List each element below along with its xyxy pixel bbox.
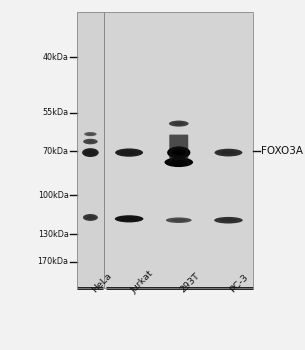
Ellipse shape xyxy=(214,149,242,156)
FancyBboxPatch shape xyxy=(169,135,188,163)
Ellipse shape xyxy=(120,217,138,220)
Text: 130kDa: 130kDa xyxy=(38,230,69,238)
Ellipse shape xyxy=(115,148,143,157)
Ellipse shape xyxy=(86,140,95,143)
Text: 70kDa: 70kDa xyxy=(43,147,69,156)
Ellipse shape xyxy=(83,139,98,144)
Text: HeLa: HeLa xyxy=(90,272,114,295)
Ellipse shape xyxy=(167,146,190,159)
Ellipse shape xyxy=(166,217,192,223)
Ellipse shape xyxy=(83,214,98,221)
FancyBboxPatch shape xyxy=(104,12,253,288)
Text: FOXO3A: FOXO3A xyxy=(261,146,303,156)
Ellipse shape xyxy=(164,158,193,167)
Ellipse shape xyxy=(220,218,237,222)
Ellipse shape xyxy=(82,148,99,157)
Text: 170kDa: 170kDa xyxy=(38,257,69,266)
Text: 40kDa: 40kDa xyxy=(43,53,69,62)
Ellipse shape xyxy=(121,150,138,155)
Ellipse shape xyxy=(171,219,186,222)
Text: 100kDa: 100kDa xyxy=(38,191,69,200)
FancyBboxPatch shape xyxy=(77,12,104,288)
Text: 293T: 293T xyxy=(179,272,202,295)
Ellipse shape xyxy=(85,150,95,155)
Ellipse shape xyxy=(170,160,187,164)
Ellipse shape xyxy=(220,150,237,154)
Ellipse shape xyxy=(169,120,188,127)
Ellipse shape xyxy=(86,216,95,219)
Ellipse shape xyxy=(172,149,186,156)
Text: PC-3: PC-3 xyxy=(228,273,250,295)
Ellipse shape xyxy=(87,133,94,135)
Ellipse shape xyxy=(115,215,143,223)
Ellipse shape xyxy=(173,122,185,125)
Ellipse shape xyxy=(214,217,243,224)
Ellipse shape xyxy=(84,132,97,136)
Text: Jurkat: Jurkat xyxy=(129,269,155,295)
Text: 55kDa: 55kDa xyxy=(42,108,69,117)
